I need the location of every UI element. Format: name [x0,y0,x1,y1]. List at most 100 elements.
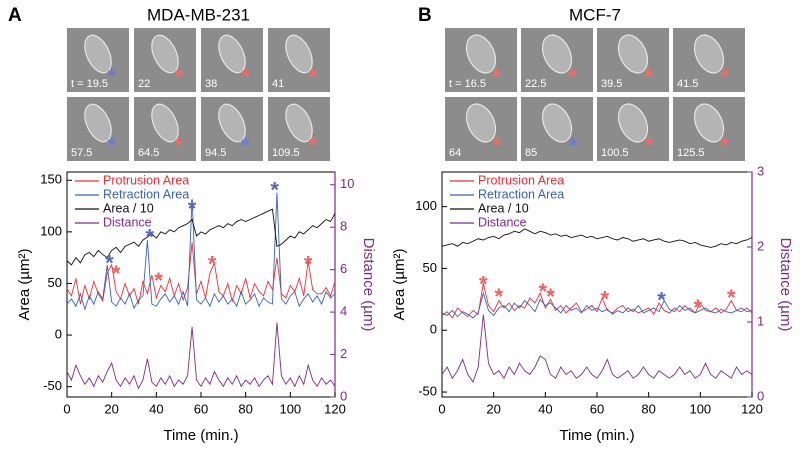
thumbnail-label: 85 [525,147,537,159]
annotation-star: * [495,284,504,309]
legend-label: Distance [103,215,152,229]
thumbnail-star: * [107,133,116,158]
y-tick-label: 150 [40,172,62,187]
thumbnail-label: 64.5 [138,147,159,159]
cell [617,34,649,74]
thumbnail-star: * [241,133,250,158]
y-axis-label: Area (µm²) [391,249,408,321]
y2-tick-label: 8 [340,219,347,234]
x-tick-label: 0 [63,401,70,416]
thumbnail: 38 * [201,28,263,92]
cell [151,34,179,74]
thumbnail: 22.5 * [521,28,593,92]
annotation-star: * [105,251,114,276]
thumbnail: 125.5 * [673,97,745,161]
annotation-star: * [693,295,702,320]
thumbnail: 22 * [134,28,196,92]
annotation-star: * [304,252,313,277]
y2-tick-label: 0 [340,388,347,403]
cell [693,34,725,74]
legend-label: Protrusion Area [478,173,564,187]
panel-title: MDA-MB-231 [147,5,250,24]
thumbnail-label: 94.5 [205,147,226,159]
thumbnail-label: 100.5 [601,147,629,159]
thumbnail-star: * [645,133,654,158]
thumbnail-label: 41.5 [677,78,698,90]
cell [541,103,573,143]
x-tick-label: 60 [194,401,208,416]
cell [151,103,179,143]
legend-label: Retraction Area [478,187,564,201]
x-tick-label: 20 [104,401,118,416]
y2-tick-label: 6 [340,261,347,276]
cell [285,103,313,143]
legend-label: Area / 10 [103,201,154,215]
y2-axis-label: Distance (µm) [777,238,794,332]
cell [465,103,497,143]
x-tick-label: 120 [324,401,346,416]
cell [218,103,246,143]
annotation-star: * [145,225,154,250]
series-line [66,208,336,266]
y2-axis-label: Distance (µm) [360,238,377,332]
thumbnail: 64.5 * [134,97,196,161]
cell [84,34,112,74]
cell [218,34,246,74]
thumbnail-label: 38 [205,78,217,90]
y-tick-label: -50 [418,383,437,398]
series-line [66,242,336,305]
y2-tick-label: 4 [340,304,347,319]
x-axis-label: Time (min.) [163,427,238,444]
thumbnail-star: * [721,64,730,89]
thumbnail-star: * [174,64,183,89]
thumbnail-star: * [241,64,250,89]
y-tick-label: -50 [43,378,62,393]
x-tick-label: 0 [438,401,445,416]
cell [84,103,112,143]
annotation-star: * [727,285,736,310]
y-tick-label: 100 [415,198,437,213]
thumbnail: t = 16.5 * [445,28,517,92]
series-line [441,228,753,248]
thumbnail-star: * [721,133,730,158]
thumbnail-label: 125.5 [677,147,705,159]
y-axis-label: Area (µm²) [16,249,33,321]
thumbnail-star: * [308,133,317,158]
x-tick-label: 60 [590,401,604,416]
thumbnail-label: 22 [138,78,150,90]
thumbnail-label: 22.5 [525,78,546,90]
thumbnail-star: * [308,64,317,89]
series-line [441,283,753,319]
thumbnail-label: 39.5 [601,78,622,90]
thumbnail: 85 * [521,97,593,161]
thumbnail: 57.5 * [67,97,129,161]
annotation-star: * [546,284,555,309]
x-tick-label: 100 [689,401,711,416]
panel-title: MCF-7 [569,5,621,24]
thumbnail-star: * [569,64,578,89]
y2-tick-label: 10 [340,176,354,191]
y-tick-label: 50 [423,260,437,275]
x-axis-label: Time (min.) [559,427,634,444]
thumbnail-label: t = 19.5 [71,78,108,90]
cell [693,103,725,143]
annotation-star: * [657,288,666,313]
y2-tick-label: 0 [757,388,764,403]
cell [617,103,649,143]
thumbnail-star: * [493,133,502,158]
x-tick-label: 80 [641,401,655,416]
x-tick-label: 100 [279,401,301,416]
series-line [441,291,753,319]
x-tick-label: 40 [538,401,552,416]
x-tick-label: 120 [741,401,763,416]
thumbnail: 41 * [268,28,330,92]
legend-label: Protrusion Area [103,173,189,187]
annotation-star: * [208,252,217,277]
x-tick-label: 40 [149,401,163,416]
thumbnail: 41.5 * [673,28,745,92]
thumbnail-label: t = 16.5 [449,78,486,90]
annotation-star: * [270,177,279,202]
annotation-star: * [154,268,163,293]
y2-tick-label: 2 [340,346,347,361]
